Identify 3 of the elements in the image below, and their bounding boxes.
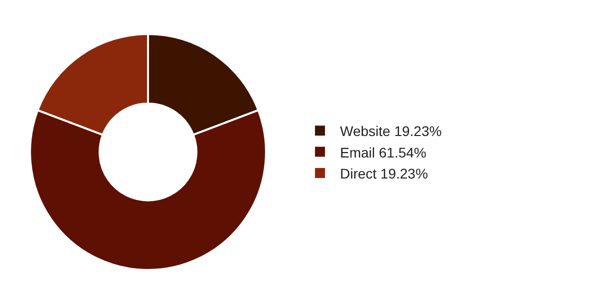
legend-label: Email 61.54% bbox=[340, 144, 426, 160]
legend-label: Direct 19.23% bbox=[340, 165, 428, 182]
legend-label: Website 19.23% bbox=[340, 123, 442, 140]
